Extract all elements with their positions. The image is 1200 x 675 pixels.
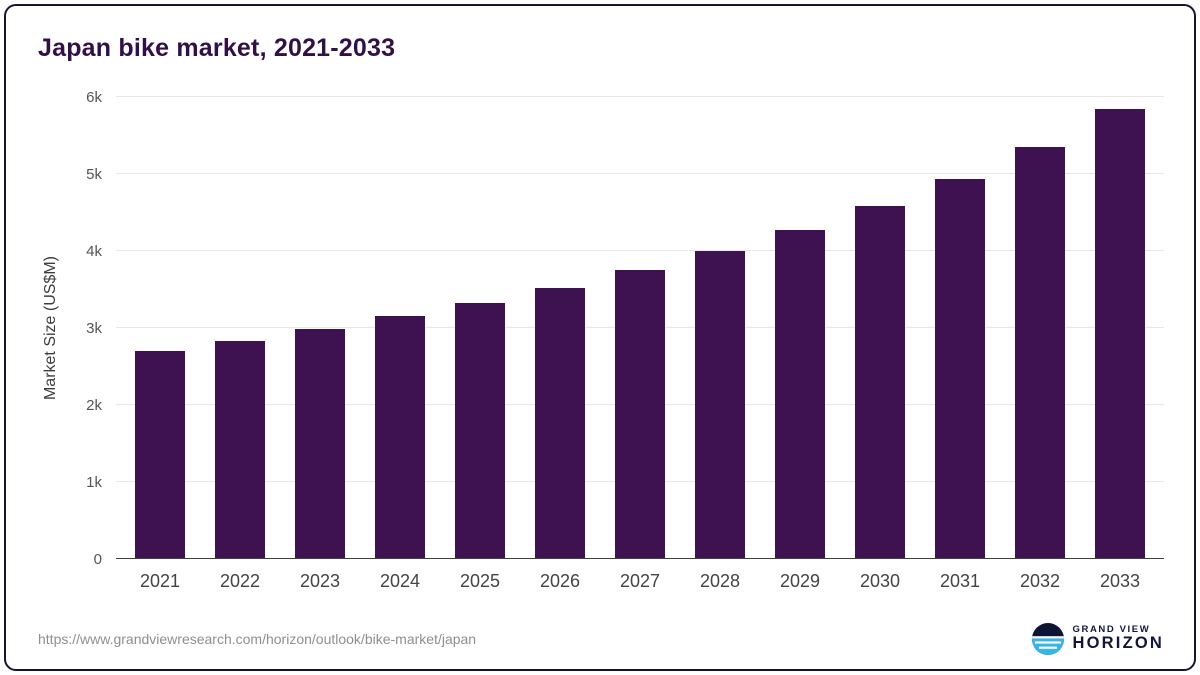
bar-slot-2026 bbox=[520, 97, 600, 559]
bar-2024[interactable] bbox=[375, 316, 425, 559]
bar-slot-2024 bbox=[360, 97, 440, 559]
plot-column: 0 1k 2k 3k 4k 5k 6k 2021 2022 2023 2024 2025 2026 20… bbox=[50, 89, 1164, 592]
horizon-logo-icon bbox=[1031, 623, 1064, 655]
bar-2031[interactable] bbox=[935, 178, 985, 559]
gridline-6k bbox=[116, 96, 1164, 97]
x-tick-2031: 2031 bbox=[939, 571, 981, 591]
brand-name-top: GRAND VIEW bbox=[1072, 624, 1151, 636]
y-tick-5k: 5k bbox=[86, 166, 102, 183]
bar-2023[interactable] bbox=[295, 328, 345, 559]
footer: https://www.grandviewresearch.com/horizo… bbox=[38, 623, 1164, 655]
x-tick-2033: 2033 bbox=[1099, 571, 1141, 591]
bar-2029[interactable] bbox=[775, 230, 825, 559]
y-tick-3k: 3k bbox=[86, 320, 102, 337]
x-tick-2030: 2030 bbox=[859, 571, 901, 591]
bar-chart: Market Size (US$M) 0 1k 2k 3k 4k 5k 6k 2021 202… bbox=[36, 89, 1164, 592]
x-tick-2022: 2022 bbox=[219, 571, 261, 591]
bar-2022[interactable] bbox=[215, 341, 265, 559]
x-tick-2024: 2024 bbox=[379, 571, 421, 591]
bar-2028[interactable] bbox=[695, 251, 745, 559]
x-tick-2021: 2021 bbox=[139, 571, 181, 591]
brand-name-bottom: HORIZON bbox=[1072, 634, 1164, 653]
bar-2026[interactable] bbox=[535, 287, 585, 559]
bar-slot-2033 bbox=[1080, 97, 1160, 559]
chart-card: Japan bike market, 2021-2033 Market Size… bbox=[4, 4, 1196, 671]
bar-slot-2021 bbox=[120, 97, 200, 559]
y-tick-2k: 2k bbox=[86, 397, 102, 415]
bar-slot-2029 bbox=[760, 97, 840, 559]
y-tick-4k: 4k bbox=[86, 243, 102, 261]
plot-area bbox=[116, 96, 1164, 559]
y-axis: Market Size (US$M) bbox=[36, 97, 59, 592]
x-tick-2029: 2029 bbox=[779, 571, 821, 591]
y-axis-tick-labels: 0 1k 2k 3k 4k 5k 6k bbox=[50, 89, 102, 568]
bar-slot-2023 bbox=[280, 97, 360, 559]
gridline-5k bbox=[116, 173, 1164, 174]
bar-2021[interactable] bbox=[135, 351, 185, 559]
x-tick-2023: 2023 bbox=[299, 571, 341, 591]
y-tick-1k: 1k bbox=[86, 474, 102, 492]
x-tick-2026: 2026 bbox=[539, 571, 581, 591]
bar-slot-2032 bbox=[1000, 97, 1080, 559]
bar-slot-2025 bbox=[440, 97, 520, 559]
bar-2033[interactable] bbox=[1095, 109, 1145, 559]
bar-slot-2022 bbox=[200, 97, 280, 559]
gridline-4k bbox=[116, 250, 1164, 252]
chart-title: Japan bike market, 2021-2033 bbox=[38, 34, 396, 62]
y-tick-0: 0 bbox=[93, 551, 102, 568]
bar-2030[interactable] bbox=[855, 206, 905, 559]
x-tick-2032: 2032 bbox=[1019, 571, 1061, 591]
bar-2032[interactable] bbox=[1015, 147, 1065, 559]
x-tick-2028: 2028 bbox=[699, 571, 741, 591]
bar-slot-2031 bbox=[920, 97, 1000, 559]
brand-name: GRAND VIEW HORIZON bbox=[1073, 625, 1164, 652]
bar-slot-2027 bbox=[600, 97, 680, 559]
source-url: https://www.grandviewresearch.com/horizo… bbox=[38, 631, 477, 647]
y-tick-6k: 6k bbox=[86, 89, 102, 106]
bars-group bbox=[116, 97, 1164, 559]
x-tick-2025: 2025 bbox=[459, 571, 501, 591]
x-tick-2027: 2027 bbox=[619, 571, 661, 591]
bar-2025[interactable] bbox=[455, 302, 505, 559]
brand-logo: GRAND VIEW HORIZON bbox=[1031, 623, 1164, 655]
bar-slot-2028 bbox=[680, 97, 760, 559]
x-axis-line bbox=[116, 558, 1164, 559]
bar-slot-2030 bbox=[840, 97, 920, 559]
bar-2027[interactable] bbox=[615, 270, 665, 559]
x-axis-tick-labels: 2021 2022 2023 2024 2025 2026 2027 2028 2029 2030… bbox=[116, 571, 1164, 592]
